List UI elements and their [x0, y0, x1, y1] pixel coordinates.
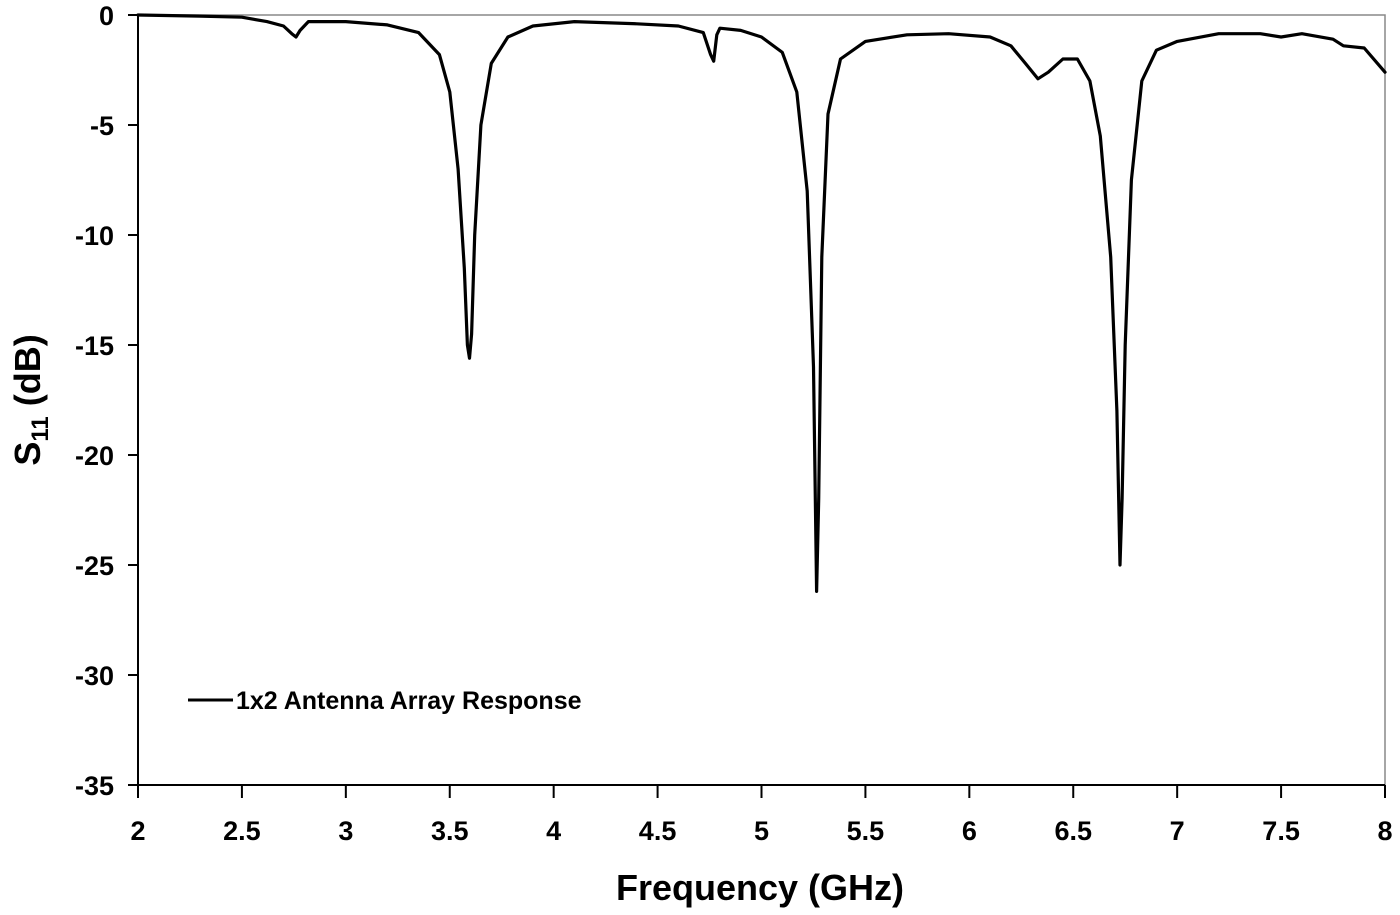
y-tick-label: 0 — [99, 1, 114, 31]
y-tick-label: -5 — [90, 111, 114, 141]
x-tick-label: 5.5 — [847, 816, 885, 846]
x-tick-label: 3.5 — [431, 816, 469, 846]
x-tick-label: 7 — [1170, 816, 1185, 846]
x-tick-label: 5 — [754, 816, 769, 846]
y-tick-label: -15 — [75, 331, 114, 361]
y-axis-title-unit: (dB) — [7, 334, 48, 416]
y-axis-title: S11 (dB) — [7, 334, 54, 465]
x-axis-title: Frequency (GHz) — [616, 867, 904, 908]
series-line-antenna-array — [136, 13, 1387, 594]
legend: 1x2 Antenna Array Response — [188, 687, 582, 715]
x-tick-label: 2 — [130, 816, 145, 846]
x-tick-label: 3 — [338, 816, 353, 846]
x-tick-label: 6.5 — [1054, 816, 1092, 846]
x-tick-label: 4.5 — [639, 816, 677, 846]
y-ticks: 0 -5 -10 -15 -20 -25 -30 -35 — [75, 1, 138, 801]
y-axis-title-subscript: 11 — [27, 416, 54, 441]
x-tick-label: 4 — [546, 816, 561, 846]
y-tick-label: -35 — [75, 771, 114, 801]
x-tick-label: 7.5 — [1262, 816, 1300, 846]
plot-area — [137, 14, 1386, 786]
y-tick-label: -10 — [75, 221, 114, 251]
y-axis-title-main: S — [7, 442, 48, 466]
x-tick-label: 6 — [962, 816, 977, 846]
y-tick-label: -20 — [75, 441, 114, 471]
y-tick-label: -25 — [75, 551, 114, 581]
x-tick-label: 2.5 — [223, 816, 261, 846]
x-ticks: 2 2.5 3 3.5 4 4.5 5 5.5 6 6.5 7 7.5 8 — [130, 785, 1393, 846]
y-tick-label: -30 — [75, 661, 114, 691]
x-tick-label: 8 — [1377, 816, 1392, 846]
legend-label: 1x2 Antenna Array Response — [236, 687, 582, 715]
